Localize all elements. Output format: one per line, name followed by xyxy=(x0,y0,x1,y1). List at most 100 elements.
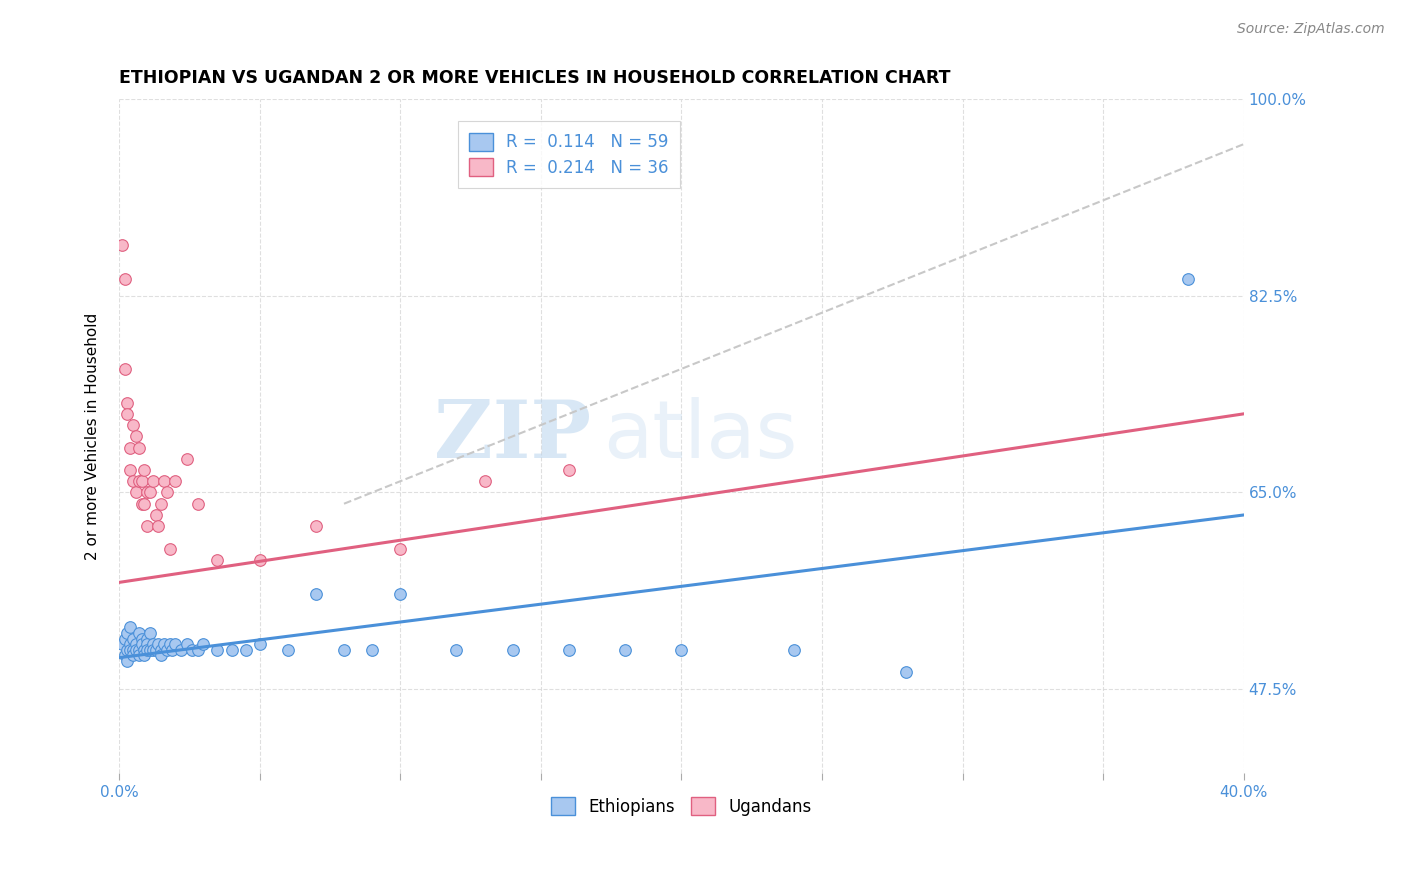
Point xyxy=(128,441,150,455)
Point xyxy=(136,485,159,500)
Point xyxy=(125,485,148,500)
Point xyxy=(671,642,693,657)
Point xyxy=(176,637,198,651)
Point xyxy=(156,642,179,657)
Point xyxy=(134,648,156,663)
Point xyxy=(153,637,176,651)
Point xyxy=(128,626,150,640)
Point xyxy=(150,648,173,663)
Point xyxy=(249,553,271,567)
Point xyxy=(125,429,148,443)
Point xyxy=(120,463,142,477)
Point xyxy=(277,642,299,657)
Point xyxy=(122,632,145,646)
Point xyxy=(134,497,156,511)
Point xyxy=(193,637,215,651)
Point xyxy=(125,642,148,657)
Point xyxy=(145,642,167,657)
Point xyxy=(148,519,170,533)
Point xyxy=(249,637,271,651)
Text: ZIP: ZIP xyxy=(434,397,592,475)
Point xyxy=(114,272,136,286)
Point xyxy=(162,642,184,657)
Point xyxy=(305,587,328,601)
Point xyxy=(128,648,150,663)
Point xyxy=(122,418,145,433)
Point xyxy=(128,642,150,657)
Point xyxy=(136,519,159,533)
Point xyxy=(150,642,173,657)
Point xyxy=(117,407,139,421)
Legend: Ethiopians, Ugandans: Ethiopians, Ugandans xyxy=(544,790,818,822)
Point xyxy=(389,587,412,601)
Point xyxy=(156,485,179,500)
Point xyxy=(120,441,142,455)
Point xyxy=(122,475,145,489)
Point xyxy=(120,620,142,634)
Point xyxy=(150,497,173,511)
Point xyxy=(125,637,148,651)
Point xyxy=(131,632,153,646)
Point xyxy=(165,475,187,489)
Point xyxy=(235,642,257,657)
Point xyxy=(142,637,165,651)
Point xyxy=(558,642,581,657)
Point xyxy=(783,642,806,657)
Point xyxy=(142,475,165,489)
Point xyxy=(139,642,162,657)
Point xyxy=(117,626,139,640)
Text: Source: ZipAtlas.com: Source: ZipAtlas.com xyxy=(1237,22,1385,37)
Point xyxy=(134,642,156,657)
Point xyxy=(159,541,181,556)
Point xyxy=(361,642,384,657)
Point xyxy=(1177,272,1199,286)
Point xyxy=(139,626,162,640)
Text: atlas: atlas xyxy=(603,397,797,475)
Point xyxy=(117,395,139,409)
Point xyxy=(131,475,153,489)
Text: ETHIOPIAN VS UGANDAN 2 OR MORE VEHICLES IN HOUSEHOLD CORRELATION CHART: ETHIOPIAN VS UGANDAN 2 OR MORE VEHICLES … xyxy=(120,69,950,87)
Y-axis label: 2 or more Vehicles in Household: 2 or more Vehicles in Household xyxy=(86,313,100,560)
Point xyxy=(139,485,162,500)
Point xyxy=(131,637,153,651)
Point xyxy=(153,475,176,489)
Point xyxy=(333,642,356,657)
Point xyxy=(187,642,209,657)
Point xyxy=(305,519,328,533)
Point xyxy=(111,637,134,651)
Point xyxy=(159,637,181,651)
Point xyxy=(896,665,918,680)
Point xyxy=(122,642,145,657)
Point xyxy=(136,642,159,657)
Point xyxy=(114,648,136,663)
Point xyxy=(134,463,156,477)
Point xyxy=(111,238,134,252)
Point xyxy=(122,648,145,663)
Point xyxy=(114,362,136,376)
Point xyxy=(145,508,167,522)
Point xyxy=(128,475,150,489)
Point xyxy=(221,642,243,657)
Point xyxy=(117,654,139,668)
Point xyxy=(207,642,229,657)
Point xyxy=(187,497,209,511)
Point xyxy=(131,497,153,511)
Point xyxy=(142,642,165,657)
Point xyxy=(114,632,136,646)
Point xyxy=(170,642,193,657)
Point xyxy=(446,642,468,657)
Point xyxy=(176,451,198,466)
Point xyxy=(558,463,581,477)
Point xyxy=(614,642,637,657)
Point xyxy=(120,642,142,657)
Point xyxy=(502,642,524,657)
Point xyxy=(136,632,159,646)
Point xyxy=(148,637,170,651)
Point xyxy=(389,541,412,556)
Point xyxy=(136,637,159,651)
Point xyxy=(165,637,187,651)
Point xyxy=(117,642,139,657)
Point xyxy=(207,553,229,567)
Point xyxy=(120,637,142,651)
Point xyxy=(474,475,496,489)
